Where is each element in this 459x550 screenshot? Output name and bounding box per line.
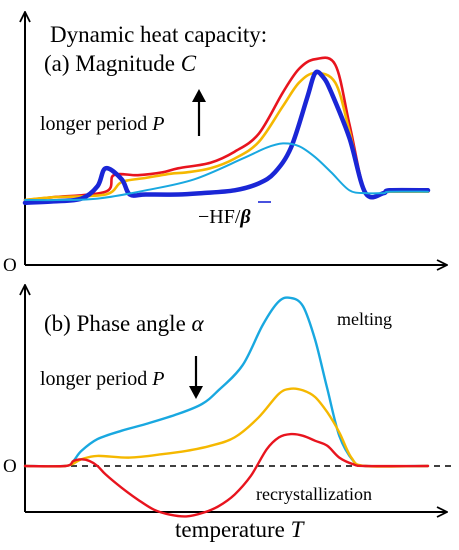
panel-a-subtitle: (a) Magnitude C bbox=[44, 51, 197, 76]
panel-b-title: (b) Phase angle α bbox=[44, 311, 205, 336]
panel-a-longer-period-label: longer period P bbox=[40, 113, 164, 135]
panel-b-down-arrow-icon bbox=[189, 356, 203, 399]
panel-a-series-label: −HF/β bbox=[198, 206, 251, 228]
panel-b-origin-label: O bbox=[3, 456, 17, 477]
panel-a-origin-label: O bbox=[3, 255, 17, 276]
panel-a-title: Dynamic heat capacity: bbox=[50, 22, 267, 47]
panel-a-series-2-line bbox=[23, 71, 430, 202]
panel-b-series-2-line bbox=[23, 387, 430, 468]
panel-a-up-arrow-icon bbox=[192, 89, 206, 136]
recrystallization-label: recrystallization bbox=[256, 484, 372, 504]
panel-b-series-3-line bbox=[23, 432, 430, 518]
panel-a-series-4-line bbox=[24, 142, 429, 202]
x-axis-label: temperature T bbox=[175, 517, 306, 542]
panel-a-series-3-line bbox=[22, 69, 431, 206]
melting-label: melting bbox=[337, 309, 392, 329]
panel-a-series-group bbox=[22, 56, 431, 206]
panel-b-longer-period-label: longer period P bbox=[40, 368, 164, 390]
panel-b-series-group bbox=[23, 296, 430, 518]
